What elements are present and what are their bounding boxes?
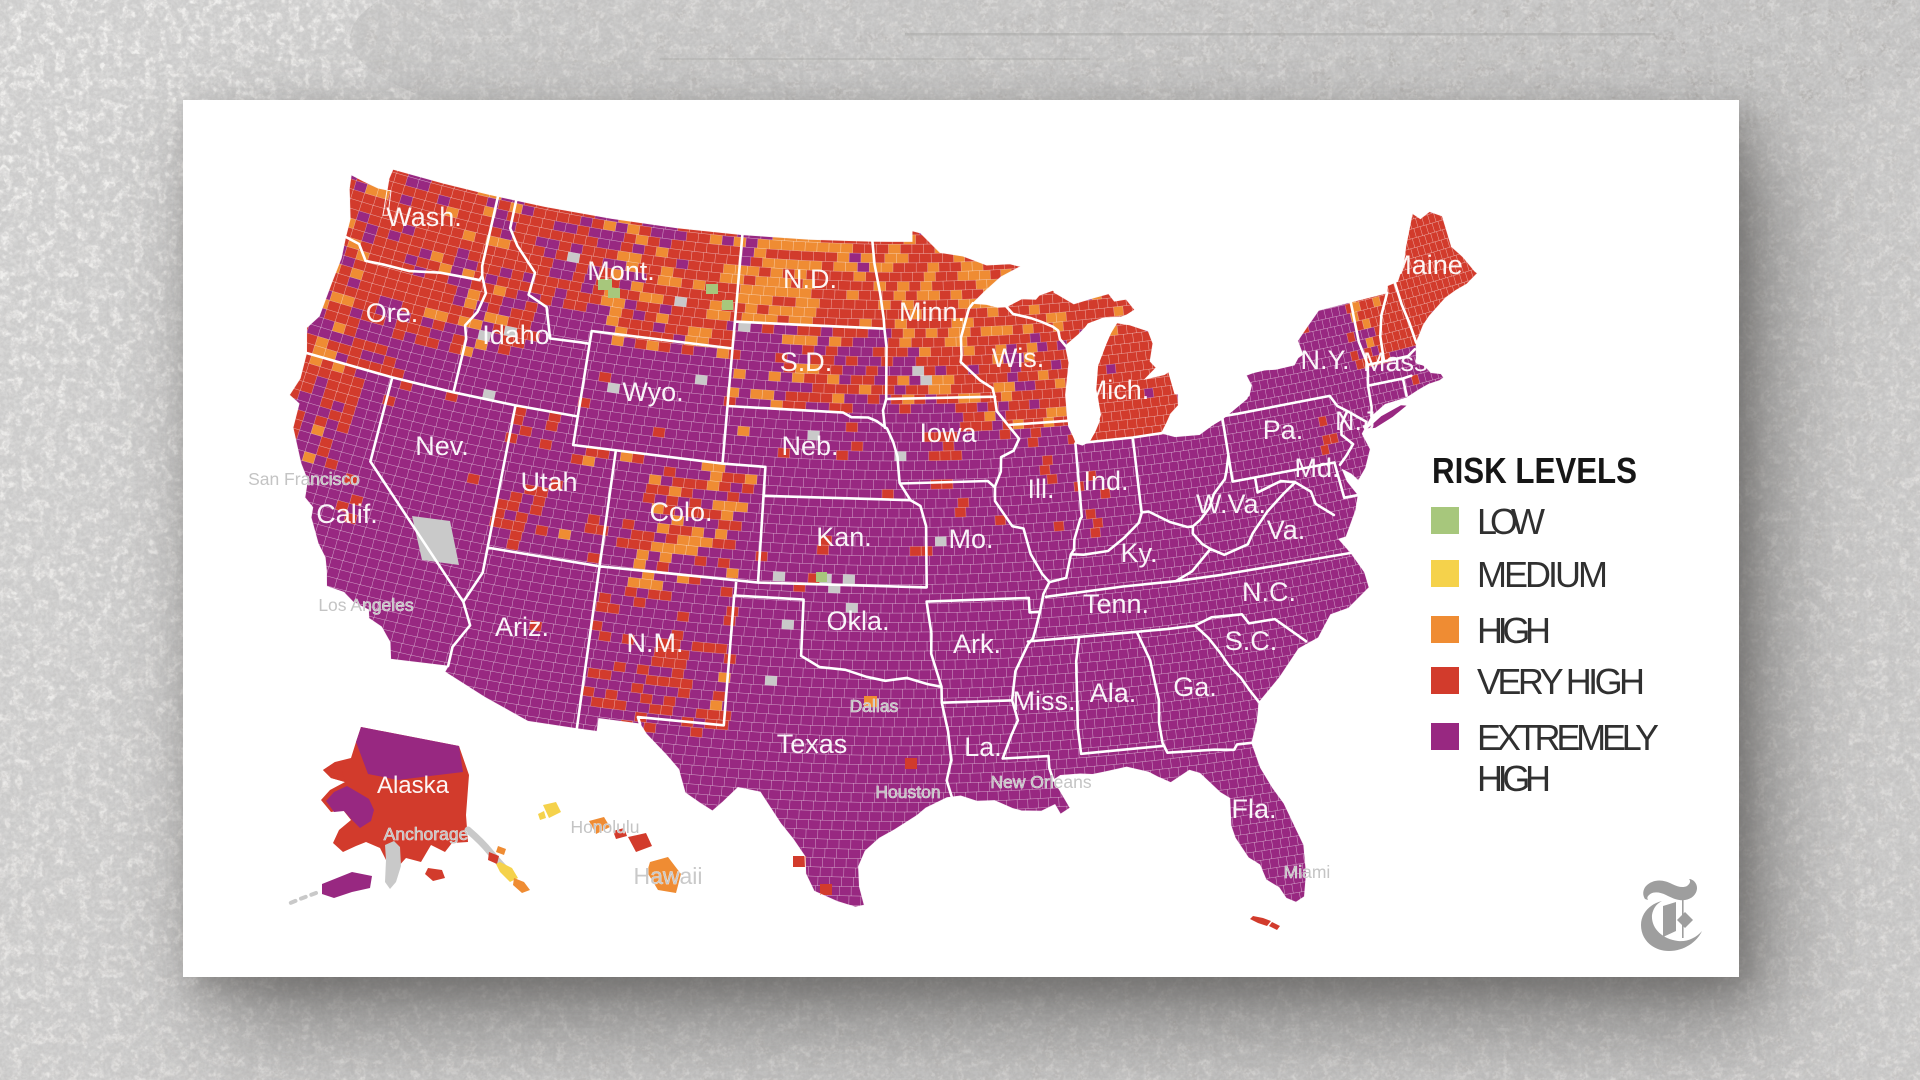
svg-text:W.Va.: W.Va. xyxy=(1196,489,1266,519)
svg-text:Kan.: Kan. xyxy=(816,522,872,552)
svg-text:Colo.: Colo. xyxy=(649,497,712,527)
svg-text:N.M.: N.M. xyxy=(627,628,684,658)
svg-text:N.J.: N.J. xyxy=(1335,406,1383,436)
svg-text:Honolulu: Honolulu xyxy=(570,817,639,837)
svg-text:Wash.: Wash. xyxy=(386,202,462,232)
svg-text:S.C.: S.C. xyxy=(1225,626,1278,656)
svg-text:Ky.: Ky. xyxy=(1120,538,1157,568)
svg-text:Anchorage: Anchorage xyxy=(384,824,469,844)
svg-text:San Francisco: San Francisco xyxy=(248,469,360,489)
svg-text:Fla.: Fla. xyxy=(1231,794,1276,824)
svg-text:Mont.: Mont. xyxy=(587,256,655,286)
svg-text:Miami: Miami xyxy=(1284,862,1331,882)
svg-text:Iowa: Iowa xyxy=(919,418,977,448)
svg-text:VERY HIGH: VERY HIGH xyxy=(1477,661,1645,702)
svg-text:Ark.: Ark. xyxy=(953,629,1001,659)
svg-text:Pa.: Pa. xyxy=(1263,415,1304,445)
svg-text:Ga.: Ga. xyxy=(1173,672,1217,702)
svg-text:Minn.: Minn. xyxy=(899,297,965,327)
svg-text:Okla.: Okla. xyxy=(826,606,889,636)
svg-text:Texas: Texas xyxy=(777,729,848,759)
svg-text:Va.: Va. xyxy=(1267,515,1306,545)
svg-text:Miss.: Miss. xyxy=(1013,686,1076,716)
svg-text:Dallas: Dallas xyxy=(850,696,899,716)
svg-text:N.Y.: N.Y. xyxy=(1300,345,1349,375)
svg-text:Los Angeles: Los Angeles xyxy=(318,595,414,615)
svg-text:La.: La. xyxy=(964,732,1002,762)
svg-text:Hawaii: Hawaii xyxy=(633,863,702,889)
svg-text:LOW: LOW xyxy=(1477,501,1545,542)
svg-text:Houston: Houston xyxy=(875,782,940,802)
svg-text:Md.: Md. xyxy=(1294,453,1339,483)
svg-text:New Orleans: New Orleans xyxy=(990,772,1091,792)
svg-text:S.D.: S.D. xyxy=(780,347,833,377)
svg-text:Idaho: Idaho xyxy=(482,320,550,350)
svg-text:Ariz.: Ariz. xyxy=(495,612,549,642)
svg-text:HIGH: HIGH xyxy=(1477,610,1551,651)
svg-text:Nev.: Nev. xyxy=(415,431,469,461)
svg-text:Calif.: Calif. xyxy=(316,499,378,529)
svg-text:N.D.: N.D. xyxy=(783,264,837,294)
svg-text:Wis.: Wis. xyxy=(992,343,1044,373)
svg-text:Mich.: Mich. xyxy=(1085,375,1150,405)
svg-text:Ind.: Ind. xyxy=(1083,466,1128,496)
svg-text:Maine: Maine xyxy=(1389,250,1463,280)
svg-text:HIGH: HIGH xyxy=(1477,758,1551,799)
svg-text:Tenn.: Tenn. xyxy=(1083,589,1149,619)
svg-text:Wyo.: Wyo. xyxy=(622,377,683,407)
svg-text:EXTREMELY: EXTREMELY xyxy=(1477,717,1659,758)
svg-text:Ore.: Ore. xyxy=(366,298,419,328)
svg-text:N.C.: N.C. xyxy=(1242,577,1296,607)
svg-text:MEDIUM: MEDIUM xyxy=(1477,554,1608,595)
svg-text:RISK LEVELS: RISK LEVELS xyxy=(1432,450,1637,491)
svg-text:Mo.: Mo. xyxy=(948,524,993,554)
svg-text:Ill.: Ill. xyxy=(1028,474,1055,504)
svg-text:Mass.: Mass. xyxy=(1363,347,1435,377)
svg-text:Neb.: Neb. xyxy=(781,431,838,461)
svg-text:Utah: Utah xyxy=(520,467,577,497)
svg-text:Alaska: Alaska xyxy=(377,772,450,799)
svg-text:Ala.: Ala. xyxy=(1090,678,1137,708)
